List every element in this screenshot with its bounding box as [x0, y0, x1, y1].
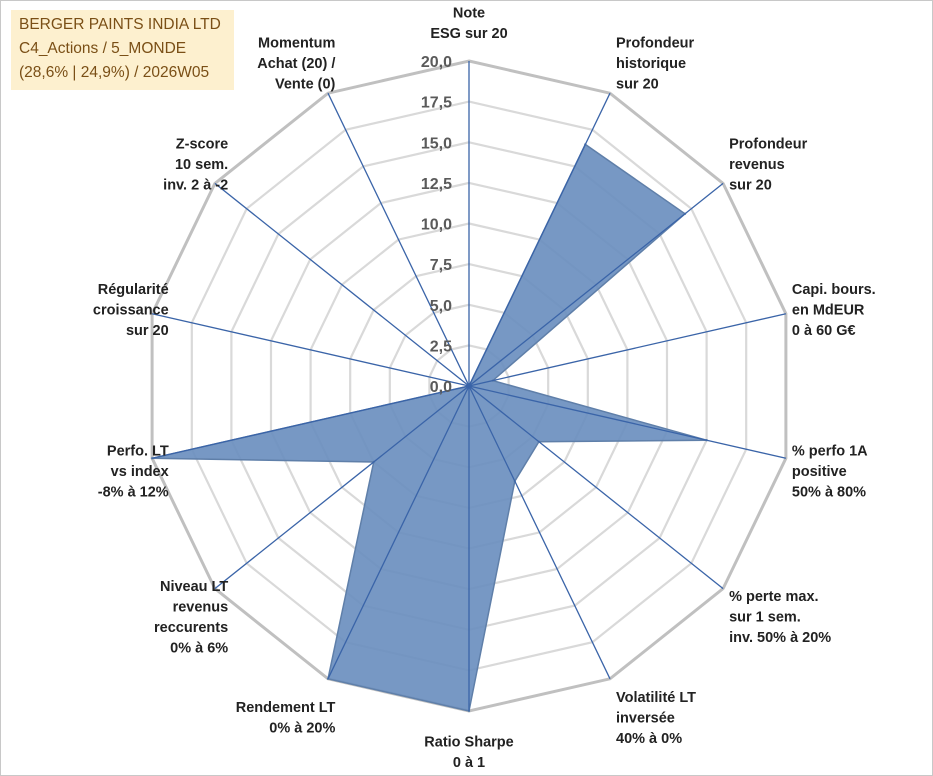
axis-label-line: ESG sur 20 [430, 26, 507, 42]
axis-spoke [468, 92, 611, 387]
axis-label-line: 40% à 0% [616, 731, 682, 747]
axis-label-line: historique [616, 56, 686, 72]
axis-label-line: 0 à 1 [453, 755, 485, 771]
axis-label-line: 10 sem. [175, 157, 228, 173]
axis-label-line: Niveau LT [160, 579, 228, 595]
axis-label-line: % perte max. [729, 589, 818, 605]
axis-label-line: Vente (0) [275, 77, 336, 93]
axis-label-line: Ratio Sharpe [424, 735, 513, 751]
axis-label-line: revenus [729, 157, 785, 173]
axis-label-line: 50% à 80% [792, 485, 866, 501]
axis-label: Rendement LT 0% à 20% [236, 700, 336, 737]
radar-spokes [151, 61, 787, 711]
axis-spoke [468, 385, 724, 590]
axis-label-line: Note [453, 6, 485, 22]
axis-spoke [468, 182, 724, 387]
axis-label-line: 0% à 6% [170, 640, 228, 656]
axis-label-line: Z-score [176, 136, 228, 152]
tick-label: 10,0 [421, 217, 452, 234]
axis-label-line: % perfo 1A [792, 444, 868, 460]
axis-label-line: sur 1 sem. [729, 610, 801, 626]
axis-label-line: sur 20 [616, 77, 659, 93]
axis-label-line: Profondeur [729, 136, 807, 152]
axis-spoke [327, 385, 470, 680]
axis-spoke [468, 385, 611, 680]
axis-label-line: reccurents [154, 620, 228, 636]
axis-spoke [214, 385, 470, 590]
axis-label: Régularité croissance sur 20 [93, 282, 169, 339]
axis-spoke [327, 92, 470, 387]
axis-spoke [214, 182, 470, 387]
radar-tick-labels: 0,0 2,5 5,0 7,5 10,0 12,5 15,0 17,5 20,0 [421, 54, 452, 396]
series-area [151, 143, 707, 712]
axis-label-line: Profondeur [616, 36, 694, 52]
tick-label: 7,5 [430, 257, 452, 274]
tick-label: 12,5 [421, 176, 452, 193]
tick-label: 17,5 [421, 95, 452, 112]
axis-label: Z-score 10 sem. inv. 2 à -2 [163, 136, 228, 193]
tick-label: 0,0 [430, 379, 452, 396]
axis-label-line: sur 20 [126, 323, 169, 339]
axis-spoke [468, 385, 787, 459]
tick-label: 20,0 [421, 54, 452, 71]
axis-label-line: inversée [616, 710, 675, 726]
axis-label-line: Momentum [258, 36, 335, 52]
axis-label: Capi. bours. en MdEUR 0 à 60 G€ [792, 282, 876, 339]
axis-label-line: 0% à 20% [269, 721, 335, 737]
company-name: BERGER PAINTS INDIA LTD [19, 16, 221, 33]
axis-spoke [151, 313, 470, 387]
axis-label: Note ESG sur 20 [430, 6, 507, 43]
axis-label-line: Achat (20) / [257, 56, 335, 72]
axis-label-line: vs index [111, 464, 169, 480]
period-label: (28,6% | 24,9%) / 2026W05 [19, 64, 210, 81]
axis-label: % perfo 1A positive 50% à 80% [792, 444, 868, 501]
axis-spoke [151, 385, 470, 459]
axis-label-line: Capi. bours. [792, 282, 876, 298]
axis-label: Niveau LT revenus reccurents 0% à 6% [154, 579, 228, 657]
axis-label: Perfo. LT vs index -8% à 12% [98, 444, 169, 501]
axis-label-line: revenus [173, 599, 229, 615]
tick-label: 2,5 [430, 338, 452, 355]
portfolio-label: C4_Actions / 5_MONDE [19, 40, 187, 57]
axis-label: Momentum Achat (20) / Vente (0) [257, 36, 335, 93]
axis-label: Profondeur revenus sur 20 [729, 136, 807, 193]
axis-label-line: inv. 50% à 20% [729, 630, 831, 646]
axis-spoke [468, 313, 787, 387]
chart-header-box: BERGER PAINTS INDIA LTD C4_Actions / 5_M… [11, 10, 234, 90]
axis-label: % perte max. sur 1 sem. inv. 50% à 20% [729, 589, 831, 646]
axis-label-line: -8% à 12% [98, 485, 169, 501]
tick-label: 5,0 [430, 298, 452, 315]
axis-label-line: inv. 2 à -2 [163, 177, 228, 193]
axis-label-line: croissance [93, 303, 169, 319]
axis-label-line: en MdEUR [792, 303, 865, 319]
axis-label: Ratio Sharpe 0 à 1 [424, 735, 513, 772]
tick-label: 15,0 [421, 135, 452, 152]
axis-label-line: Rendement LT [236, 700, 336, 716]
axis-label-line: Régularité [98, 282, 169, 298]
axis-label-line: Volatilité LT [616, 690, 696, 706]
axis-label-line: 0 à 60 G€ [792, 323, 856, 339]
axis-label: Volatilité LT inversée 40% à 0% [616, 690, 696, 747]
radar-axis-labels: Note ESG sur 20 Profondeur historique sur 20… [93, 6, 876, 772]
axis-label-line: positive [792, 464, 847, 480]
axis-label-line: Perfo. LT [107, 444, 169, 460]
axis-label: Profondeur historique sur 20 [616, 36, 694, 93]
axis-label-line: sur 20 [729, 177, 772, 193]
